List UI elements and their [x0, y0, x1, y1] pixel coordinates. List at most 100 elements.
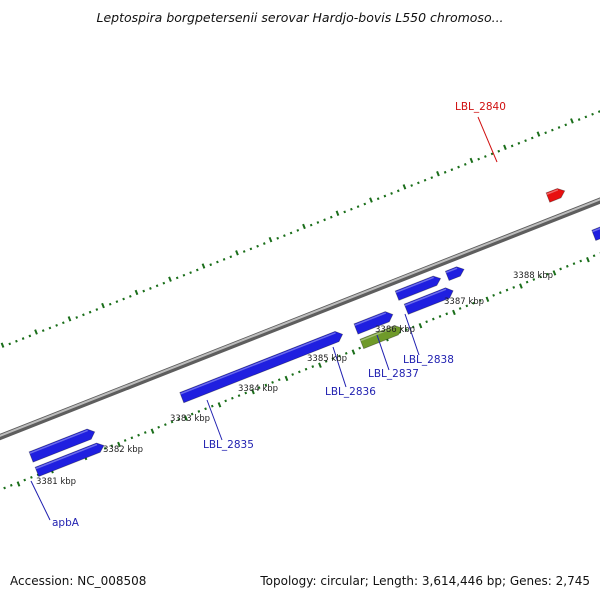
gene-g9[interactable]: [591, 203, 600, 242]
gene-g3[interactable]: [179, 330, 344, 404]
tick-mark: [75, 316, 79, 319]
tick-mark: [177, 417, 181, 421]
gene-label-g2[interactable]: apbA: [52, 517, 80, 529]
tick-mark: [264, 383, 268, 387]
accession-text: Accession: NC_008508: [10, 574, 147, 588]
tick-mark: [291, 373, 294, 376]
gene-g4[interactable]: [353, 311, 394, 335]
inner-tick-track: [3, 252, 600, 490]
tick-mark: [492, 293, 495, 297]
map-title: Leptospira borgpetersenii serovar Hardjo…: [96, 10, 504, 25]
gene-label-g3[interactable]: LBL_2835: [203, 439, 254, 451]
tick-mark: [296, 228, 300, 232]
tick-mark: [532, 278, 536, 281]
tick-mark: [244, 391, 248, 395]
tick-mark: [231, 396, 234, 400]
tick-mark: [217, 402, 222, 408]
tick-mark: [175, 276, 179, 280]
scale-label-3388: 3388 kbp: [513, 271, 553, 281]
tick-mark: [478, 299, 482, 302]
gene-bevel: [395, 276, 434, 294]
tick-mark: [525, 280, 529, 284]
tick-mark: [344, 351, 348, 355]
leader-g10: [477, 116, 498, 163]
scale-label-3384: 3384 kbp: [238, 384, 278, 394]
gene-label-g7[interactable]: LBL_2837: [368, 368, 419, 380]
scale-label-3387: 3387 kbp: [444, 297, 484, 307]
tick-mark: [559, 267, 562, 271]
tick-mark: [61, 321, 65, 325]
tick-mark: [88, 310, 92, 314]
tick-mark: [565, 264, 569, 268]
gene-label-g8[interactable]: LBL_2838: [403, 354, 454, 366]
tick-mark: [122, 297, 125, 301]
tick-mark: [584, 115, 588, 119]
tick-mark: [134, 289, 139, 296]
tick-mark: [376, 197, 380, 201]
tick-mark: [524, 139, 527, 143]
tick-mark: [430, 176, 434, 179]
gene-g8[interactable]: [444, 266, 465, 282]
tick-mark: [557, 126, 561, 129]
tick-mark: [276, 236, 280, 240]
tick-mark: [318, 362, 322, 368]
gene-label-g10[interactable]: LBL_2840: [455, 101, 506, 113]
tick-mark: [48, 326, 52, 330]
tick-mark: [450, 168, 454, 172]
chromosome-backbone: [0, 197, 600, 441]
gene-g1[interactable]: [28, 428, 96, 463]
tick-mark: [55, 323, 58, 327]
gene-g6[interactable]: [394, 275, 442, 301]
tick-mark: [21, 337, 25, 340]
tick-mark: [235, 250, 239, 256]
tick-mark: [130, 436, 134, 440]
tick-mark: [396, 189, 400, 193]
tick-mark: [110, 444, 114, 448]
tick-mark: [485, 296, 490, 302]
tick-mark: [383, 194, 387, 198]
tick-mark: [164, 423, 167, 427]
tick-mark: [564, 123, 568, 127]
tick-mark: [222, 258, 226, 261]
gene-labels: apbA LBL_2835 LBL_2836 LBL_2837 LBL_2838 LBL_…: [52, 101, 506, 529]
outer-tick-track: [0, 110, 600, 348]
topology-summary: Topology: circular; Length: 3,614,446 bp…: [260, 574, 590, 588]
tick-mark: [251, 388, 255, 395]
tick-mark: [452, 309, 456, 316]
tick-mark: [503, 144, 507, 150]
tick-mark: [0, 342, 5, 348]
gene-g5[interactable]: [359, 325, 403, 350]
gene-g10[interactable]: [545, 188, 566, 203]
tick-mark: [539, 275, 542, 279]
tick-mark: [484, 155, 487, 158]
tick-mark: [9, 483, 13, 487]
gene-g7[interactable]: [403, 287, 454, 315]
scale-label-3386: 3386 kbp: [375, 325, 415, 335]
tick-mark: [458, 307, 462, 310]
tick-mark: [335, 210, 340, 216]
tick-mark: [505, 288, 509, 292]
tick-mark: [271, 381, 274, 384]
gene-g2[interactable]: [34, 442, 105, 478]
tick-mark: [577, 118, 581, 121]
tick-mark: [117, 441, 121, 448]
tick-mark: [592, 254, 596, 258]
tick-mark: [469, 157, 474, 164]
gene-label-g5[interactable]: LBL_2836: [325, 386, 376, 398]
tick-mark: [216, 260, 219, 264]
tick-mark: [418, 322, 423, 329]
backbone-highlight: [0, 198, 600, 437]
tick-mark: [536, 131, 541, 137]
tick-mark: [309, 223, 313, 227]
tick-mark: [36, 473, 40, 477]
tick-mark: [284, 375, 289, 382]
tick-mark: [497, 149, 501, 153]
tick-mark: [168, 276, 172, 282]
tick-mark: [195, 268, 199, 272]
tick-mark: [329, 215, 333, 219]
tick-mark: [283, 234, 286, 238]
tick-mark: [268, 236, 273, 243]
scale-label-3382: 3382 kbp: [103, 445, 143, 455]
tick-mark: [41, 329, 45, 333]
